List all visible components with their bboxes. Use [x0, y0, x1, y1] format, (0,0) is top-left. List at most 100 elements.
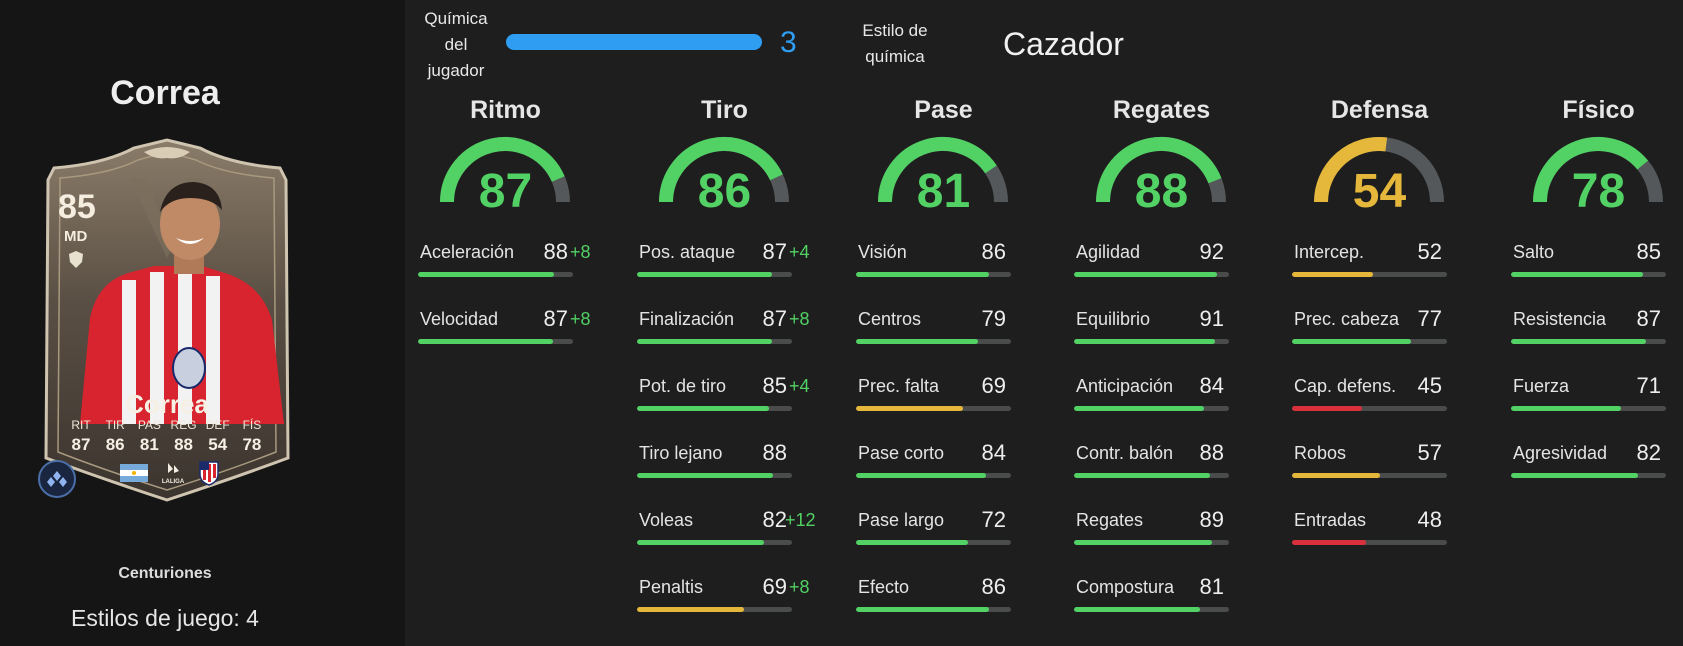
- attribute-row[interactable]: Equilibrio 91: [1074, 306, 1254, 359]
- attribute-row[interactable]: Prec. falta 69: [856, 373, 1036, 426]
- attribute-row[interactable]: Entradas 48: [1292, 507, 1472, 560]
- attribute-value: 84: [981, 440, 1006, 465]
- attribute-name: Contr. balón: [1076, 443, 1174, 463]
- attribute-name: Voleas: [639, 510, 694, 530]
- attribute-name: Cap. defens.: [1294, 376, 1397, 396]
- attribute-row[interactable]: Robos 57: [1292, 440, 1472, 493]
- attribute-row[interactable]: Centros 79: [856, 306, 1036, 359]
- attribute-bar: [1074, 406, 1229, 411]
- attribute-bar: [1074, 540, 1229, 545]
- attribute-row[interactable]: Salto 85: [1511, 239, 1683, 292]
- attribute-bar: [637, 540, 792, 545]
- attribute-boost: +8: [570, 242, 591, 262]
- attribute-row[interactable]: Agilidad 92: [1074, 239, 1254, 292]
- attribute-bar: [1511, 272, 1666, 277]
- playstyle-badge[interactable]: [38, 460, 76, 498]
- attribute-bar-fill: [637, 540, 765, 545]
- attribute-value: 69: [762, 574, 787, 599]
- attribute-row[interactable]: Aceleración 88 +8: [418, 239, 598, 292]
- card-stat-value: 81: [139, 435, 159, 454]
- attribute-row[interactable]: Intercep. 52: [1292, 239, 1472, 292]
- attribute-value: 88: [762, 440, 787, 465]
- attribute-group-físico[interactable]: Físico 78 Salto 85 Resistencia 87 Fuerza 71 Agre…: [1511, 96, 1681, 646]
- attribute-row[interactable]: Resistencia 87: [1511, 306, 1683, 359]
- attribute-name: Prec. falta: [858, 376, 940, 396]
- attribute-value: 72: [981, 507, 1006, 532]
- attribute-group-tiro[interactable]: Tiro 86 Pos. ataque 87 +4 Finalización 87 +8 Pot…: [637, 96, 816, 646]
- attribute-bar: [1074, 473, 1229, 478]
- attribute-bar: [856, 540, 1011, 545]
- attribute-row[interactable]: Tiro lejano 88: [637, 440, 817, 493]
- attribute-row[interactable]: Pase largo 72: [856, 507, 1036, 560]
- attribute-row[interactable]: Regates 89: [1074, 507, 1254, 560]
- attribute-value: 77: [1417, 306, 1442, 331]
- attribute-value: 87: [543, 306, 568, 331]
- attribute-value: 85: [762, 373, 787, 398]
- attribute-value: 85: [1636, 239, 1661, 264]
- attribute-name: Tiro lejano: [639, 443, 723, 463]
- attribute-bar-fill: [856, 473, 987, 478]
- attribute-row[interactable]: Anticipación 84: [1074, 373, 1254, 426]
- attribute-row[interactable]: Efecto 86: [856, 574, 1036, 627]
- attribute-name: Finalización: [639, 309, 735, 329]
- attribute-row[interactable]: Voleas 82 +12: [637, 507, 817, 560]
- attribute-name: Aceleración: [420, 242, 515, 262]
- attribute-row[interactable]: Visión 86: [856, 239, 1036, 292]
- player-card[interactable]: 85 MD Correa RIT TIR PAS REG DEF FÍS 87 …: [34, 138, 300, 506]
- attribute-row[interactable]: Contr. balón 88: [1074, 440, 1254, 493]
- chemistry-style-value[interactable]: Cazador: [1003, 26, 1124, 62]
- attribute-bar: [1292, 406, 1447, 411]
- card-player-name: Correa: [125, 389, 209, 419]
- attribute-name: Pase largo: [858, 510, 945, 530]
- attribute-value: 86: [981, 574, 1006, 599]
- attribute-value: 84: [1199, 373, 1224, 398]
- attribute-value: 91: [1199, 306, 1224, 331]
- attribute-row[interactable]: Finalización 87 +8: [637, 306, 817, 359]
- attribute-group-regates[interactable]: Regates 88 Agilidad 92 Equilibrio 91 Anticipac…: [1074, 96, 1244, 646]
- attribute-bar-fill: [1292, 540, 1367, 545]
- attribute-bar-fill: [637, 272, 772, 277]
- attribute-bar-fill: [637, 473, 774, 478]
- group-gauge: [1096, 137, 1226, 203]
- attribute-value: 79: [981, 306, 1006, 331]
- attribute-value: 69: [981, 373, 1006, 398]
- attribute-row[interactable]: Compostura 81: [1074, 574, 1254, 627]
- attribute-bar: [637, 473, 792, 478]
- card-stat-label: PAS: [137, 418, 161, 432]
- card-stat-value: 88: [174, 435, 194, 454]
- attribute-name: Centros: [858, 309, 922, 329]
- attribute-bar-fill: [637, 339, 772, 344]
- attribute-bar-fill: [1511, 339, 1646, 344]
- attribute-value: 89: [1199, 507, 1224, 532]
- attribute-value: 52: [1417, 239, 1442, 264]
- attribute-row[interactable]: Pos. ataque 87 +4: [637, 239, 817, 292]
- attribute-row[interactable]: Velocidad 87 +8: [418, 306, 598, 359]
- chemistry-bar: [506, 34, 762, 50]
- attribute-group-pase[interactable]: Pase 81 Visión 86 Centros 79 Prec. falta 69 Pase…: [856, 96, 1026, 646]
- card-stat-value: 86: [105, 435, 125, 454]
- attribute-bar: [637, 339, 792, 344]
- playstyles-count[interactable]: Estilos de juego: 4: [71, 605, 259, 631]
- attribute-bar: [856, 406, 1011, 411]
- attribute-group-ritmo[interactable]: Ritmo 87 Aceleración 88 +8 Velocidad 87 +8: [418, 96, 591, 646]
- attribute-group-defensa[interactable]: Defensa 54 Intercep. 52 Prec. cabeza 77 Cap. d…: [1292, 96, 1462, 646]
- attribute-value: 82: [762, 507, 787, 532]
- attribute-row[interactable]: Penaltis 69 +8: [637, 574, 817, 627]
- attribute-name: Resistencia: [1513, 309, 1607, 329]
- attribute-row[interactable]: Pot. de tiro 85 +4: [637, 373, 817, 426]
- card-stat-label: TIR: [105, 418, 125, 432]
- attribute-row[interactable]: Prec. cabeza 77: [1292, 306, 1472, 359]
- attribute-bar: [856, 339, 1011, 344]
- attribute-name: Regates: [1076, 510, 1144, 530]
- attribute-name: Penaltis: [639, 577, 704, 597]
- attribute-row[interactable]: Pase corto 84: [856, 440, 1036, 493]
- gauge-fill: [878, 137, 997, 203]
- attribute-row[interactable]: Cap. defens. 45: [1292, 373, 1472, 426]
- attribute-bar-fill: [1074, 406, 1205, 411]
- group-gauge: [659, 137, 789, 203]
- attribute-row[interactable]: Agresividad 82: [1511, 440, 1683, 493]
- attribute-row[interactable]: Fuerza 71: [1511, 373, 1683, 426]
- attribute-bar-fill: [1292, 406, 1362, 411]
- gauge-fill: [1533, 137, 1649, 203]
- club-crest-icon: [199, 461, 219, 486]
